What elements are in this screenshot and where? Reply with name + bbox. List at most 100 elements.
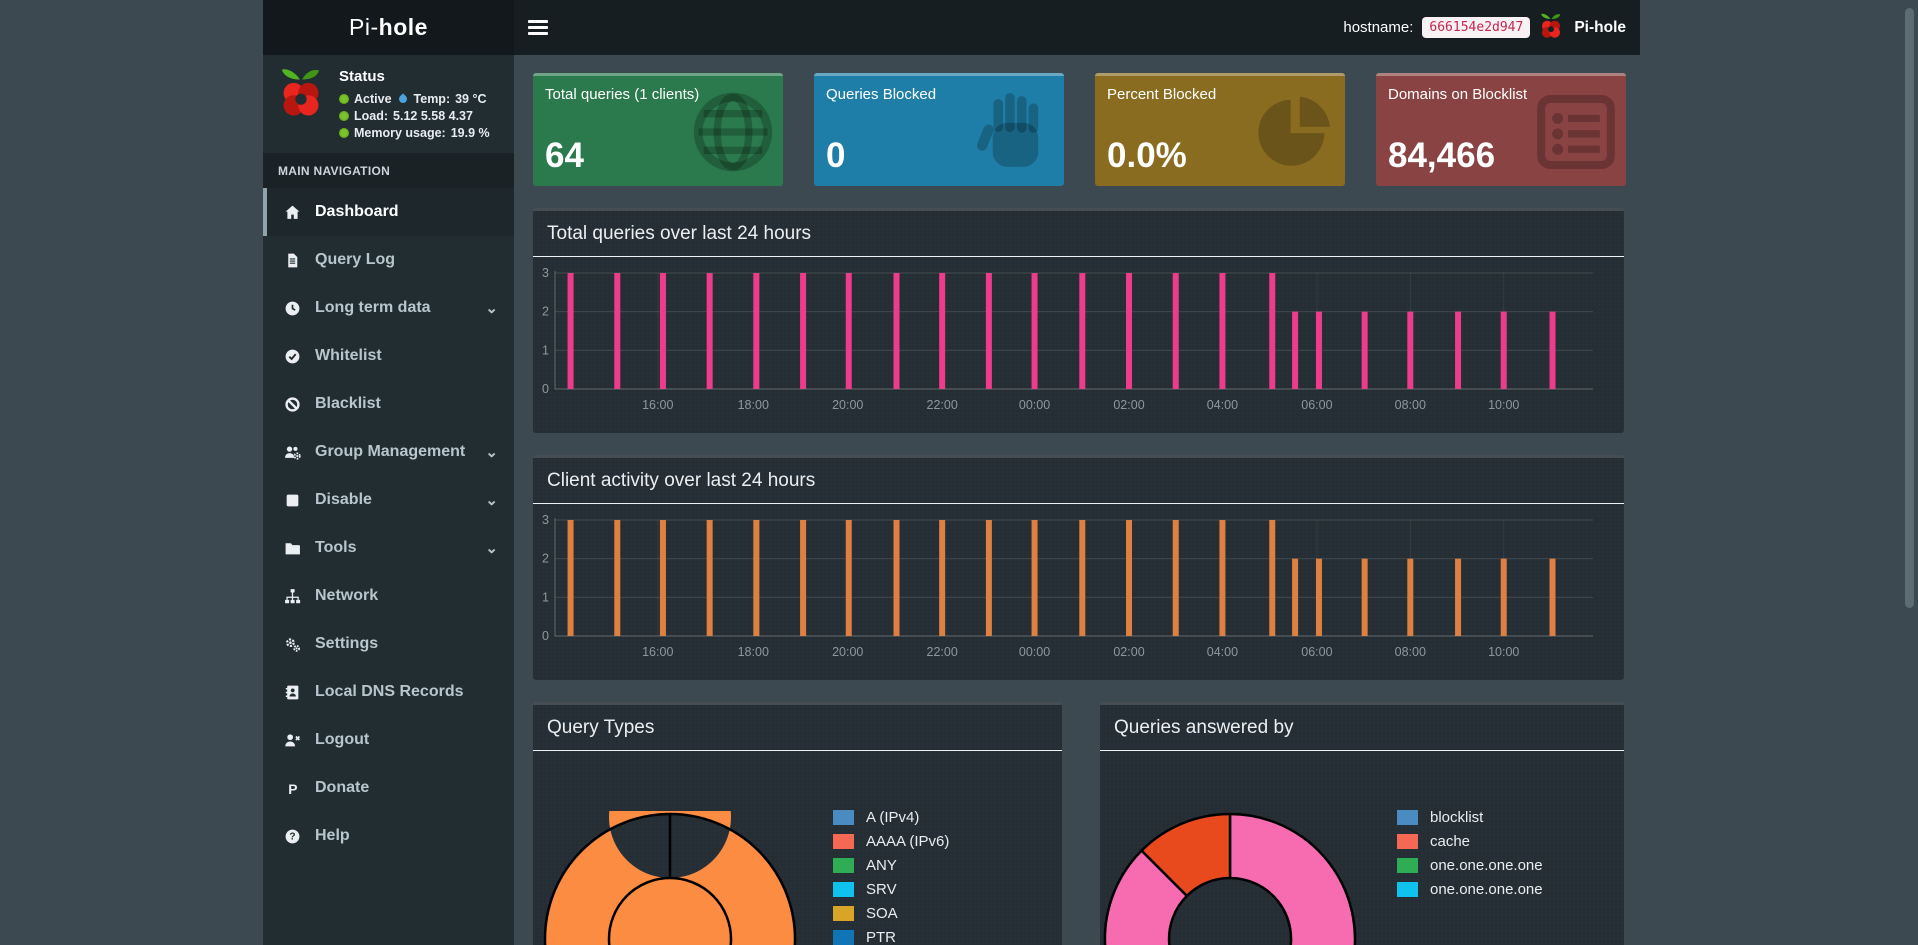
legend-item[interactable]: ANY xyxy=(833,857,949,874)
legend-item[interactable]: PTR xyxy=(833,929,949,945)
temp-value: 39 °C xyxy=(455,92,487,106)
sidebar-item-query-log[interactable]: Query Log xyxy=(263,236,514,284)
sidebar-item-long-term-data[interactable]: Long term data ⌄ xyxy=(263,284,514,332)
hostname-label: hostname: xyxy=(1343,19,1414,36)
svg-text:22:00: 22:00 xyxy=(927,398,958,412)
sidebar-item-blacklist[interactable]: Blacklist xyxy=(263,380,514,428)
nav-section-header: MAIN NAVIGATION xyxy=(263,153,514,188)
sidebar-item-label: Donate xyxy=(315,779,370,796)
sidebar-item-local-dns-records[interactable]: Local DNS Records xyxy=(263,668,514,716)
sidebar-item-label: Tools xyxy=(315,539,357,556)
legend-swatch xyxy=(833,858,854,873)
legend-label: cache xyxy=(1430,833,1471,850)
sidebar-item-donate[interactable]: P Donate xyxy=(263,764,514,812)
client-activity-bar-chart[interactable]: 0 1 2 3 16:00 18:00 20:00 22:00 00:00 02:00 04:00 0… xyxy=(533,504,1624,680)
card-queries-blocked[interactable]: Queries Blocked 0 xyxy=(814,73,1064,186)
sidebar: Status Active Temp: 39 °C Load: 5.12 5.5… xyxy=(263,55,514,945)
app-logo[interactable]: Pi-hole xyxy=(263,0,514,55)
chevron-down-icon: ⌄ xyxy=(485,492,498,509)
temp-label: Temp: xyxy=(413,92,451,106)
client-activity-box: Client activity over last 24 hours 0 1 2 3 1… xyxy=(533,455,1624,680)
legend-swatch xyxy=(1397,858,1418,873)
user-times-icon xyxy=(285,733,301,746)
legend-swatch xyxy=(833,930,854,945)
card-domains-on-blocklist[interactable]: Domains on Blocklist 84,466 xyxy=(1376,73,1626,186)
legend-swatch xyxy=(1397,810,1418,825)
sidebar-item-label: Dashboard xyxy=(315,203,399,220)
sidebar-item-label: Blacklist xyxy=(315,395,381,412)
svg-text:0: 0 xyxy=(542,382,549,396)
sidebar-toggle-icon[interactable] xyxy=(528,17,548,38)
page-scrollbar[interactable] xyxy=(1905,8,1914,608)
sidebar-item-label: Query Log xyxy=(315,251,396,268)
status-title: Status xyxy=(339,68,385,85)
paypal-icon: P xyxy=(288,780,297,796)
logo-suffix: hole xyxy=(378,14,428,40)
logo-prefix: Pi- xyxy=(349,14,379,40)
svg-text:18:00: 18:00 xyxy=(738,645,769,659)
legend-item[interactable]: SRV xyxy=(833,881,949,898)
legend-item[interactable]: cache xyxy=(1397,833,1543,850)
legend-label: SRV xyxy=(866,881,897,898)
address-book-icon xyxy=(285,685,299,699)
check-circle-icon xyxy=(285,349,300,363)
sidebar-item-network[interactable]: Network xyxy=(263,572,514,620)
legend-item[interactable]: one.one.one.one xyxy=(1397,881,1543,898)
sidebar-item-disable[interactable]: Disable ⌄ xyxy=(263,476,514,524)
raspberry-logo-icon xyxy=(278,66,324,143)
stop-icon xyxy=(286,494,299,506)
box-title: Total queries over last 24 hours xyxy=(533,211,1624,257)
sidebar-item-help[interactable]: ? Help xyxy=(263,812,514,860)
clock-icon xyxy=(285,301,300,315)
load-value: 5.12 5.58 4.37 xyxy=(393,109,473,123)
box-title: Query Types xyxy=(533,705,1062,751)
svg-text:20:00: 20:00 xyxy=(832,645,863,659)
svg-text:22:00: 22:00 xyxy=(927,645,958,659)
legend-swatch xyxy=(1397,834,1418,849)
question-circle-icon: ? xyxy=(285,829,300,843)
svg-text:P: P xyxy=(288,780,297,796)
sidebar-item-group-management[interactable]: Group Management ⌄ xyxy=(263,428,514,476)
legend-item[interactable]: AAAA (IPv6) xyxy=(833,833,949,850)
queries-answered-legend: blocklist cache one.one.one.one one.one.one… xyxy=(1397,809,1543,905)
card-total-queries-1-clients-[interactable]: Total queries (1 clients) 64 xyxy=(533,73,783,186)
pie-chart-icon xyxy=(1258,96,1330,166)
sidebar-nav: Dashboard Query Log Long term data ⌄ Whiteli… xyxy=(263,188,514,860)
legend-item[interactable]: blocklist xyxy=(1397,809,1543,826)
queries-answered-by-box: Queries answered by blocklist cache one.on… xyxy=(1100,702,1624,945)
svg-text:04:00: 04:00 xyxy=(1207,645,1238,659)
status-info: Status Active Temp: 39 °C Load: 5.12 5.5… xyxy=(339,66,490,143)
svg-text:1: 1 xyxy=(542,343,549,357)
sidebar-item-dashboard[interactable]: Dashboard xyxy=(263,188,514,236)
sidebar-item-tools[interactable]: Tools ⌄ xyxy=(263,524,514,572)
status-row-active: Active Temp: 39 °C xyxy=(339,92,490,106)
sidebar-item-logout[interactable]: Logout xyxy=(263,716,514,764)
sidebar-item-label: Disable xyxy=(315,491,372,508)
sidebar-item-whitelist[interactable]: Whitelist xyxy=(263,332,514,380)
svg-text:10:00: 10:00 xyxy=(1488,645,1519,659)
folder-icon xyxy=(285,542,300,554)
legend-swatch xyxy=(833,882,854,897)
memory-label: Memory usage: xyxy=(354,126,446,140)
legend-item[interactable]: SOA xyxy=(833,905,949,922)
svg-text:16:00: 16:00 xyxy=(642,645,673,659)
summary-cards-row: Total queries (1 clients) 64 Queries Block… xyxy=(533,73,1626,186)
card-percent-blocked[interactable]: Percent Blocked 0.0% xyxy=(1095,73,1345,186)
query-types-donut-chart[interactable] xyxy=(542,756,798,945)
svg-text:1: 1 xyxy=(542,590,549,604)
legend-item[interactable]: one.one.one.one xyxy=(1397,857,1543,874)
card-value: 64 xyxy=(545,136,584,175)
legend-label: blocklist xyxy=(1430,809,1484,826)
query-types-legend: A (IPv4)AAAA (IPv6)ANYSRVSOAPTRTXTNAPTR xyxy=(833,809,949,945)
sidebar-item-settings[interactable]: Settings xyxy=(263,620,514,668)
card-label: Total queries (1 clients) xyxy=(545,86,700,103)
legend-item[interactable]: A (IPv4) xyxy=(833,809,949,826)
queries-answered-donut-chart[interactable] xyxy=(1102,811,1358,945)
hand-icon xyxy=(976,93,1039,167)
svg-text:0: 0 xyxy=(542,629,549,643)
svg-text:10:00: 10:00 xyxy=(1488,398,1519,412)
total-queries-bar-chart[interactable]: 0 1 2 3 16:00 18:00 20:00 22:00 00:00 02:00 04:00 0… xyxy=(533,257,1624,433)
svg-text:08:00: 08:00 xyxy=(1395,645,1426,659)
status-ok-icon xyxy=(339,111,349,121)
